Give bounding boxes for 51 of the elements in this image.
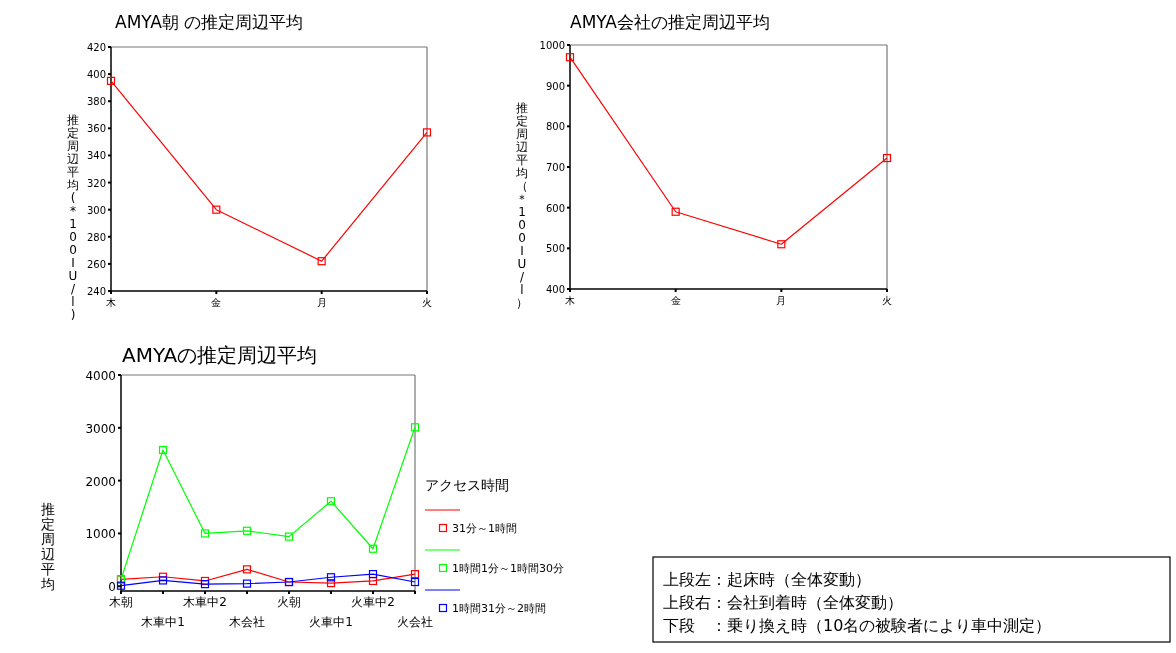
y-tick-label: 1000 [539, 40, 565, 51]
x-tick-label: 火会社 [397, 615, 433, 629]
y-tick-label: 380 [86, 96, 106, 108]
y-tick-label: 700 [545, 162, 565, 173]
y-tick-label: 4000 [85, 369, 116, 383]
chart-title: AMYAの推定周辺平均 [122, 343, 318, 367]
legend-label: 31分～1時間 [452, 522, 517, 535]
x-tick-label: 火 [882, 295, 892, 306]
y-tick-label: 1000 [85, 527, 116, 542]
text: 上段右：会社到着時（全体変動） [663, 593, 903, 612]
x-tick-label: 月 [776, 295, 787, 306]
y-axis-title: 推定周辺平均 [40, 501, 55, 592]
y-tick-label: 420 [86, 42, 106, 53]
y-tick-label: 300 [86, 204, 106, 216]
y-tick-label: 360 [86, 123, 106, 135]
x-tick-label: 木朝 [109, 595, 133, 609]
legend-label: 1時間1分～1時間30分 [452, 562, 564, 575]
text: 推定周辺平均(*100IU/l) [67, 113, 79, 322]
text: 上段左：起床時（全体変動） [663, 570, 871, 589]
y-tick-label: 280 [86, 231, 106, 243]
y-tick-label: 260 [86, 258, 106, 270]
y-tick-label: 340 [86, 150, 106, 162]
y-tick-label: 0 [108, 580, 116, 595]
chart-title: AMYA会社の推定周辺平均 [570, 12, 770, 32]
x-tick-label: 火車中1 [309, 615, 353, 629]
text: 下段 ：乗り換え時（10名の被験者により車中測定） [663, 616, 1052, 635]
text: 推定周辺平均（＊100IU/l） [516, 101, 528, 310]
x-tick-label: 木車中1 [141, 615, 185, 629]
y-tick-label: 500 [545, 243, 565, 255]
x-tick-label: 火 [422, 297, 432, 308]
x-tick-label: 金 [211, 297, 222, 308]
y-tick-label: 900 [545, 80, 565, 92]
y-tick-label: 3000 [85, 421, 116, 436]
chart-title: AMYA朝 の推定周辺平均 [115, 12, 304, 32]
x-tick-label: 木 [106, 297, 116, 308]
y-tick-label: 2000 [85, 474, 116, 489]
x-tick-label: 木会社 [229, 615, 265, 629]
y-tick-label: 240 [86, 286, 106, 297]
y-tick-label: 600 [545, 202, 565, 214]
x-tick-label: 木車中2 [183, 595, 227, 609]
x-tick-label: 金 [670, 295, 681, 306]
x-tick-label: 火朝 [277, 595, 301, 609]
legend-label: 1時間31分～2時間 [452, 602, 546, 615]
y-tick-label: 400 [545, 284, 565, 295]
x-tick-label: 月 [316, 297, 327, 308]
y-tick-label: 400 [86, 69, 106, 81]
y-tick-label: 800 [545, 121, 565, 133]
y-tick-label: 320 [86, 177, 106, 189]
x-tick-label: 木 [565, 295, 575, 306]
legend-title: アクセス時間 [425, 477, 509, 493]
x-tick-label: 火車中2 [351, 595, 395, 609]
